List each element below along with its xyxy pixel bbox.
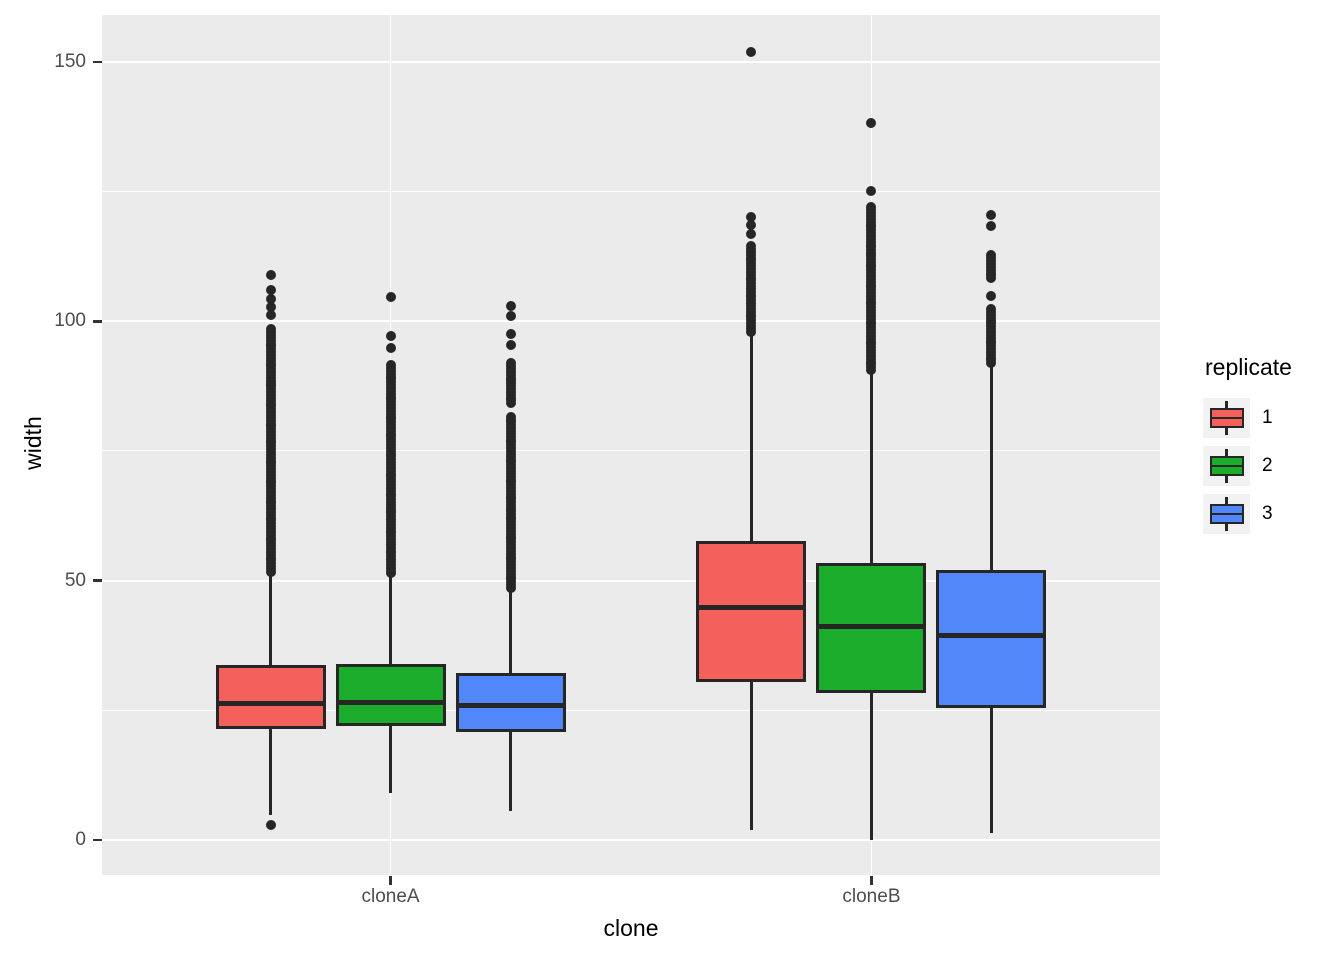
y-tick-label: 50 <box>64 569 86 591</box>
outlier-dot <box>986 304 997 315</box>
lower-whisker <box>749 682 753 831</box>
y-gridline-major <box>102 61 1160 63</box>
median-line <box>215 700 326 706</box>
outlier-dot <box>505 328 516 339</box>
x-tick-mark <box>870 876 873 885</box>
legend-entry-label: 2 <box>1262 455 1273 476</box>
outlier-dot <box>986 250 997 261</box>
outlier-dot <box>866 118 877 129</box>
median-line <box>696 605 807 611</box>
y-gridline-major <box>102 320 1160 323</box>
outlier-dot <box>746 241 757 252</box>
lower-whisker <box>269 729 273 816</box>
lower-whisker <box>989 708 993 833</box>
upper-whisker <box>749 331 753 542</box>
outlier-dot <box>385 292 396 303</box>
lower-whisker <box>509 732 513 811</box>
y-gridline-minor <box>102 450 1160 452</box>
outlier-dot <box>385 360 396 371</box>
outlier-dot <box>866 186 877 197</box>
lower-whisker <box>869 693 873 840</box>
y-gridline-minor <box>102 191 1160 193</box>
legend-key-median <box>1209 416 1244 420</box>
y-tick-mark <box>93 838 102 842</box>
box-iqr <box>936 569 1047 709</box>
upper-whisker <box>989 363 993 570</box>
outlier-dot <box>265 324 276 335</box>
outlier-dot <box>746 220 757 231</box>
x-tick-label: cloneB <box>842 886 901 907</box>
outlier-dot <box>986 291 997 302</box>
outlier-dot <box>746 47 757 58</box>
outlier-dot <box>265 310 276 321</box>
upper-whisker <box>269 571 273 665</box>
y-gridline-major <box>102 839 1160 841</box>
outlier-dot <box>265 270 276 281</box>
upper-whisker <box>389 573 393 664</box>
outlier-dot <box>265 293 276 304</box>
y-gridline-minor <box>102 709 1160 711</box>
y-tick-label: 150 <box>54 50 86 72</box>
y-tick-mark <box>93 320 102 323</box>
outlier-dot <box>866 202 877 213</box>
outlier-dot <box>385 342 396 353</box>
legend-key-median <box>1209 512 1244 516</box>
median-line <box>816 623 927 629</box>
x-tick-mark <box>389 876 392 885</box>
y-tick-mark <box>93 60 102 64</box>
legend-title: replicate <box>1205 354 1292 380</box>
outlier-dot <box>746 229 757 240</box>
box-iqr <box>455 672 566 733</box>
outlier-dot <box>505 411 516 422</box>
box-iqr <box>215 664 326 729</box>
y-gridline-major <box>102 579 1160 582</box>
outlier-dot <box>265 819 276 830</box>
outlier-dot <box>746 211 757 222</box>
outlier-dot <box>505 358 516 369</box>
upper-whisker <box>869 370 873 563</box>
legend-entry-label: 1 <box>1262 407 1273 428</box>
outlier-dot <box>505 300 516 311</box>
box-iqr <box>335 663 446 726</box>
x-tick-label: cloneA <box>361 886 420 907</box>
outlier-dot <box>986 221 997 232</box>
median-line <box>936 633 1047 639</box>
outlier-dot <box>265 285 276 296</box>
x-axis-title: clone <box>603 915 659 941</box>
plot-panel <box>102 15 1160 875</box>
box-iqr <box>696 541 807 683</box>
legend-key-median <box>1209 464 1244 468</box>
outlier-dot <box>986 210 997 220</box>
y-tick-label: 0 <box>75 829 86 850</box>
lower-whisker <box>389 725 393 793</box>
outlier-dot <box>385 330 396 341</box>
median-line <box>455 703 566 709</box>
upper-whisker <box>509 587 513 673</box>
legend-entry-label: 3 <box>1262 503 1273 524</box>
outlier-dot <box>265 301 276 312</box>
y-tick-label: 100 <box>54 310 86 332</box>
median-line <box>335 700 446 706</box>
outlier-dot <box>505 311 516 322</box>
outlier-dot <box>505 340 516 351</box>
y-tick-mark <box>93 579 102 582</box>
